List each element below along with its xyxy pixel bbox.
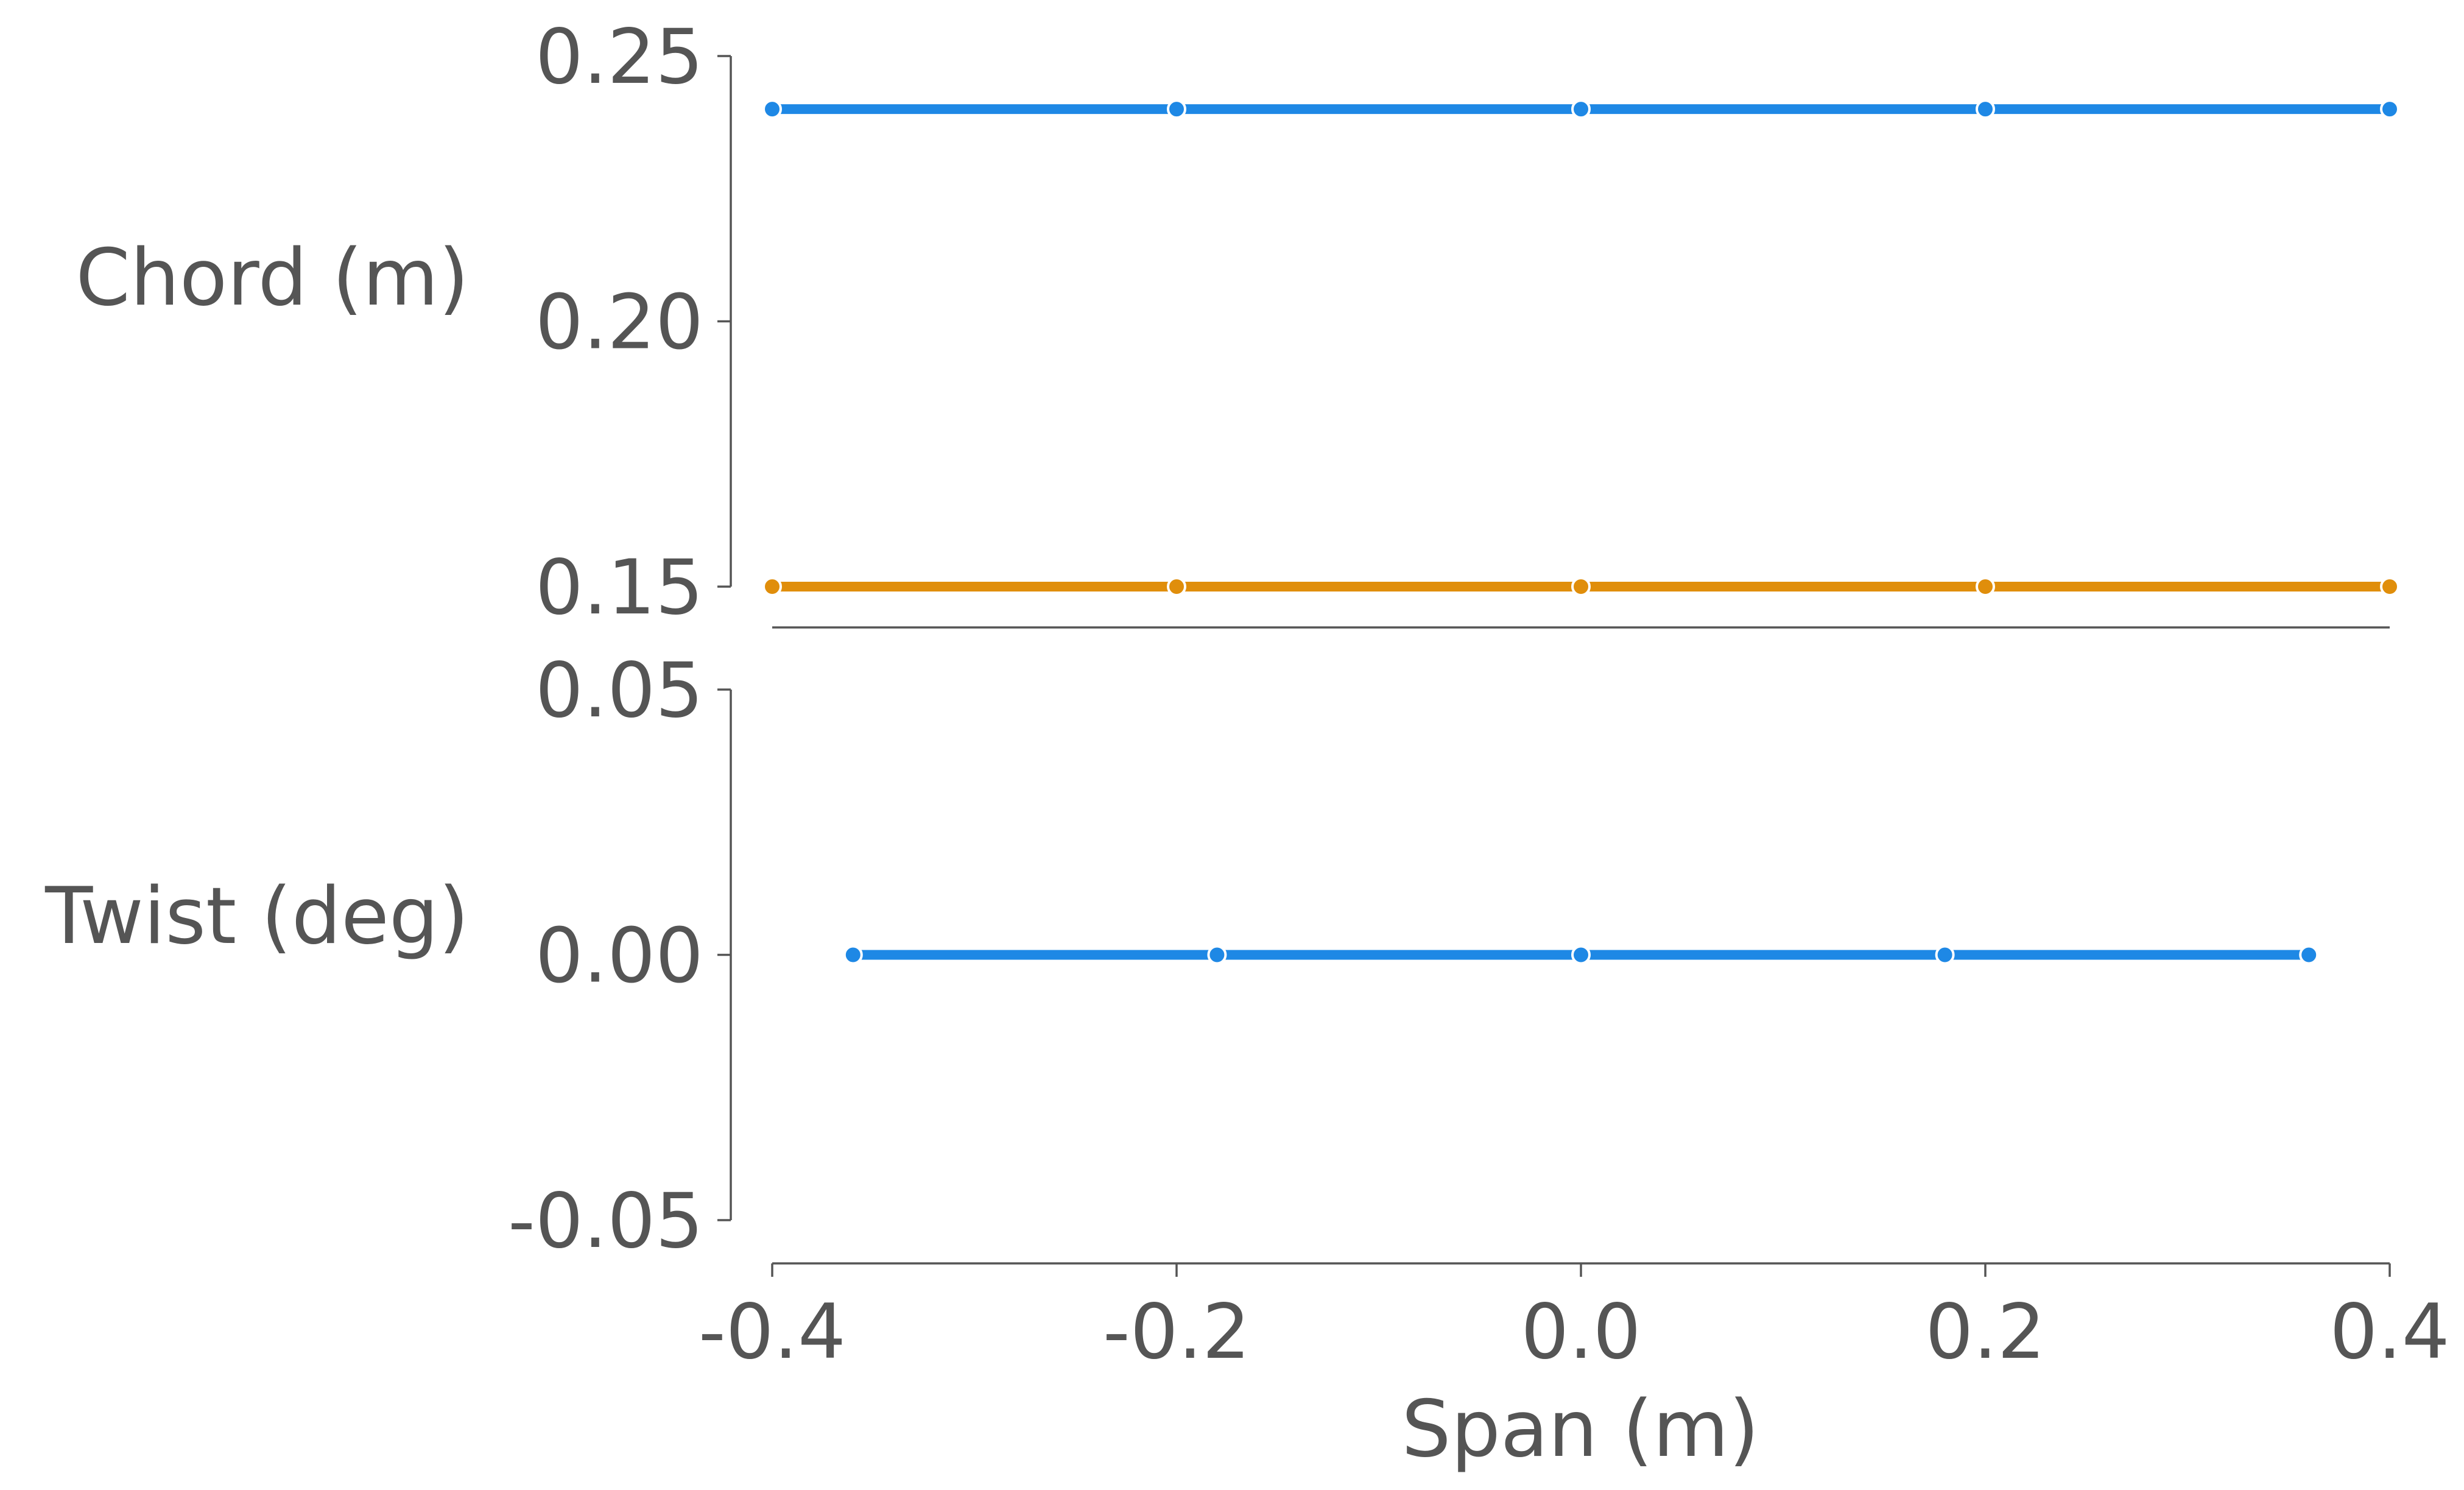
chord-series-1-point xyxy=(1571,577,1591,596)
twist-series-0-point xyxy=(1207,945,1227,965)
chord-series-0-point xyxy=(2380,99,2399,119)
twist-y-tick-label: 0.05 xyxy=(535,647,703,735)
chord-panel: Chord (m) 0.15 0.20 0.25 xyxy=(76,13,2399,632)
chord-series-1-point xyxy=(1167,577,1186,596)
twist-y-tick-label: -0.05 xyxy=(508,1178,703,1265)
x-tick-label: -0.2 xyxy=(1103,1288,1250,1376)
x-tick-label: 0.4 xyxy=(2329,1288,2449,1376)
chord-y-tick-label: 0.15 xyxy=(535,544,703,632)
chord-series-1-point xyxy=(2380,577,2399,596)
twist-series-0-point xyxy=(1935,945,1955,965)
chord-series-1-point xyxy=(1976,577,1995,596)
twist-axis-label: Twist (deg) xyxy=(44,871,469,962)
chord-axis-label: Chord (m) xyxy=(76,233,469,323)
chord-series-0-point xyxy=(1571,99,1591,119)
chord-series-1-point xyxy=(762,577,782,596)
chord-series-0-point xyxy=(762,99,782,119)
twist-y-tick-label: 0.00 xyxy=(535,913,703,1000)
twist-series-0-point xyxy=(843,945,863,965)
chord-series-0-point xyxy=(1976,99,1995,119)
twist-panel: Twist (deg) -0.05 0.00 0.05 -0.4 -0.2 0.0 0.2 0… xyxy=(44,647,2450,1376)
x-tick-label: 0.0 xyxy=(1521,1288,1641,1376)
chord-y-tick-label: 0.20 xyxy=(535,279,703,367)
span-axis-label: Span (m) xyxy=(1401,1384,1759,1475)
x-tick-label: -0.4 xyxy=(699,1288,846,1376)
twist-series-0-point xyxy=(1571,945,1591,965)
chord-series-0-point xyxy=(1167,99,1186,119)
x-tick-label: 0.2 xyxy=(1925,1288,2045,1376)
chord-y-tick-label: 0.25 xyxy=(535,13,703,101)
twist-series-0-point xyxy=(2299,945,2319,965)
